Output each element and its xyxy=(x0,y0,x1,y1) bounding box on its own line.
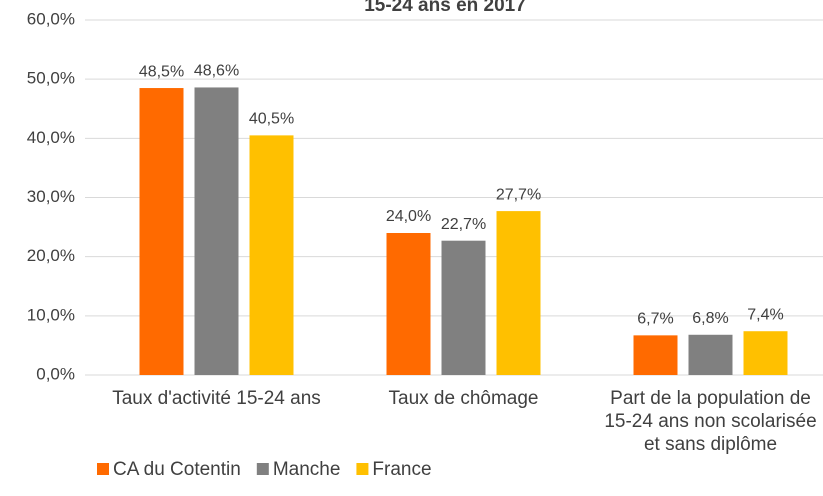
y-tick-label: 50,0% xyxy=(27,69,75,88)
legend-swatch xyxy=(356,463,369,475)
y-tick-label: 10,0% xyxy=(27,305,75,324)
bar xyxy=(743,331,788,375)
data-label: 48,5% xyxy=(139,63,184,80)
bar xyxy=(441,240,486,375)
legend-swatch xyxy=(97,463,109,475)
x-tick-label: Taux de chômage xyxy=(388,388,539,409)
data-label: 6,7% xyxy=(637,311,673,328)
bar xyxy=(386,233,431,375)
bar xyxy=(194,87,239,375)
data-label: 27,7% xyxy=(496,186,541,203)
data-label: 6,8% xyxy=(692,310,728,327)
data-label: 24,0% xyxy=(386,208,431,225)
bar xyxy=(633,335,678,375)
data-label: 40,5% xyxy=(249,111,294,128)
bar xyxy=(496,211,541,375)
chart-title: 15-24 ans en 2017 xyxy=(364,0,526,16)
bar xyxy=(249,135,294,375)
x-tick-label: Taux d'activité 15-24 ans xyxy=(112,388,321,409)
legend-label: France xyxy=(372,459,431,480)
legend-label: Manche xyxy=(273,459,341,480)
bar xyxy=(139,88,184,376)
y-tick-label: 60,0% xyxy=(27,9,75,28)
data-label: 48,6% xyxy=(194,63,239,80)
y-tick-label: 40,0% xyxy=(27,128,75,147)
y-tick-label: 30,0% xyxy=(27,187,75,206)
y-tick-label: 0,0% xyxy=(36,364,75,383)
bar xyxy=(688,334,733,375)
legend-label: CA du Cotentin xyxy=(113,459,241,480)
x-tick-label: Part de la population de 15-24 ans non s… xyxy=(604,388,817,455)
data-label: 22,7% xyxy=(441,216,486,233)
y-tick-label: 20,0% xyxy=(27,246,75,265)
data-label: 7,4% xyxy=(747,306,783,323)
legend-swatch xyxy=(256,463,269,475)
